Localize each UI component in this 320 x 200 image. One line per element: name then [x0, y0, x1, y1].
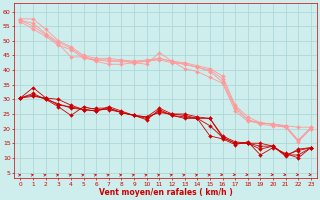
X-axis label: Vent moyen/en rafales ( km/h ): Vent moyen/en rafales ( km/h )	[99, 188, 233, 197]
